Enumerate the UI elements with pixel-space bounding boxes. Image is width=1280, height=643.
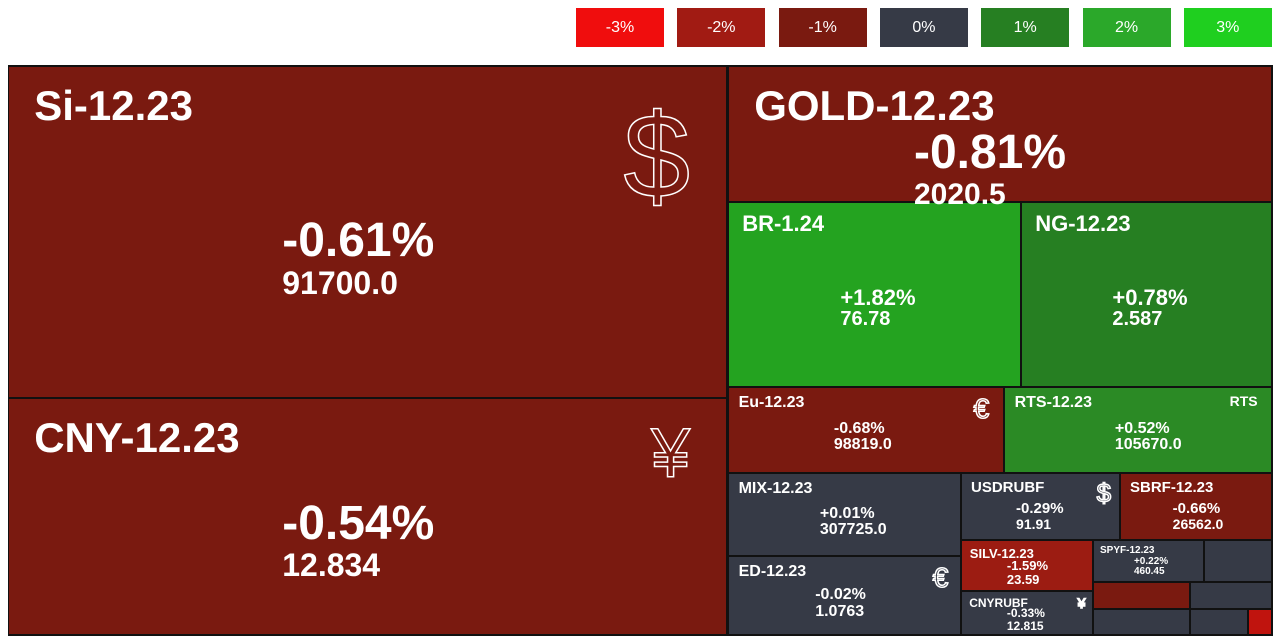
tile-change: -1.59% — [1006, 558, 1049, 574]
tile-name: USDRUBF — [971, 479, 1045, 497]
tile: CNY-12.23 -0.54% 12.834 ¥ — [8, 398, 727, 635]
tile-values: +1.82% 76.78 — [840, 286, 915, 330]
tile-price: 91700.0 — [282, 264, 398, 301]
tile: BR-1.24 +1.82% 76.78 — [728, 202, 1021, 387]
tile: SPYF-12.23 +0.22% 460.45 — [1093, 540, 1204, 582]
tile — [1204, 540, 1272, 582]
legend-item: 2% — [1082, 8, 1171, 47]
tile-change: +1.82% — [840, 285, 916, 311]
tile-values: -0.02% 1.0763 — [815, 586, 866, 621]
tile-price: 12.815 — [1006, 618, 1044, 633]
tile-name: Eu-12.23 — [738, 393, 805, 411]
legend-item: 3% — [1183, 8, 1272, 47]
tile: ED-12.23 -0.02% 1.0763 € — [728, 556, 961, 635]
tile: CNYRUBF -0.33% 12.815 ¥ — [961, 591, 1093, 635]
tile-change: +0.78% — [1112, 285, 1188, 311]
tile: MIX-12.23 +0.01% 307725.0 — [728, 473, 961, 556]
tile: SILV-12.23 -1.59% 23.59 — [961, 540, 1093, 591]
tile: Eu-12.23 -0.68% 98819.0 € — [728, 387, 1004, 473]
tile-price: 91.91 — [1016, 515, 1052, 532]
tile-name: SPYF-12.23 — [1100, 544, 1155, 556]
tile-change: -0.68% — [833, 419, 885, 437]
tile-values: -0.29% 91.91 — [1016, 501, 1064, 531]
legend-item: -1% — [778, 8, 867, 47]
tile-values: -0.66% 26562.0 — [1173, 501, 1224, 531]
tile-change: -0.02% — [815, 586, 866, 604]
tile — [1190, 609, 1248, 635]
tile-icon: $ — [1096, 477, 1112, 509]
tile: USDRUBF -0.29% 91.91 $ — [961, 473, 1120, 540]
legend-item: -2% — [677, 8, 766, 47]
tile-change: -0.61% — [282, 214, 435, 268]
tile-name: MIX-12.23 — [738, 479, 813, 497]
tile: RTS-12.23 +0.52% 105670.0 RTS — [1004, 387, 1272, 473]
tile-price: 98819.0 — [833, 436, 892, 454]
tile-values: -0.33% 12.815 — [1007, 607, 1045, 632]
tile-price: 2020.5 — [913, 177, 1006, 211]
tile-price: 23.59 — [1006, 572, 1040, 587]
tile-values: +0.52% 105670.0 — [1114, 419, 1182, 455]
tile-price: 307725.0 — [819, 521, 887, 539]
tile-name: CNYRUBF — [969, 596, 1028, 611]
tile-values: -0.68% 98819.0 — [833, 419, 892, 455]
tile: GOLD-12.23 -0.81% 2020.5 — [728, 66, 1272, 210]
tile-icon: RTS — [1229, 393, 1258, 410]
legend-item: -3% — [576, 8, 664, 47]
tile-price: 105670.0 — [1114, 436, 1182, 454]
tile-change: -0.29% — [1016, 499, 1064, 517]
tile-change: -0.81% — [913, 126, 1067, 180]
tile-icon: € — [973, 392, 990, 425]
tile-change: +0.52% — [1114, 419, 1170, 437]
tile-icon: $ — [623, 88, 691, 224]
tile — [1093, 582, 1190, 609]
tile-values: +0.78% 2.587 — [1112, 286, 1187, 330]
tile-values: -0.54% 12.834 — [282, 496, 435, 583]
tile-name: RTS-12.23 — [1014, 393, 1092, 411]
tile-change: -0.66% — [1172, 499, 1221, 517]
tile-icon: € — [932, 561, 949, 594]
tile-name: CNY-12.23 — [34, 413, 240, 461]
tile-change: -0.54% — [282, 496, 435, 550]
tile — [1248, 609, 1272, 635]
tile-change: +0.01% — [819, 504, 875, 522]
tile-name: NG-12.23 — [1035, 210, 1131, 236]
legend-item: 0% — [879, 8, 968, 47]
tile-price: 1.0763 — [815, 602, 865, 620]
tile-price: 12.834 — [282, 546, 381, 583]
tile-name: BR-1.24 — [742, 210, 825, 236]
tile: NG-12.23 +0.78% 2.587 — [1021, 202, 1272, 387]
tile — [1093, 609, 1190, 635]
tile: SBRF-12.23 -0.66% 26562.0 — [1120, 473, 1272, 540]
tile-values: -0.61% 91700.0 — [282, 214, 435, 301]
tile-values: +0.01% 307725.0 — [819, 504, 887, 540]
tile: Si-12.23 -0.61% 91700.0 $ — [8, 66, 727, 398]
tile-icon: ¥ — [1077, 594, 1086, 612]
tile-name: GOLD-12.23 — [754, 81, 995, 129]
tile-icon: ¥ — [650, 413, 691, 493]
tile-price: 2.587 — [1112, 308, 1163, 331]
legend-item: 1% — [981, 8, 1070, 47]
tile-values: -1.59% 23.59 — [1007, 559, 1048, 586]
tile — [1190, 582, 1272, 609]
tile-values: +0.22% 460.45 — [1133, 555, 1169, 578]
tile-change: +0.22% — [1133, 555, 1169, 567]
tile-name: ED-12.23 — [738, 562, 807, 580]
heatmap: Si-12.23 -0.61% 91700.0 $ CNY-12.23 -0.54% 12.… — [8, 65, 1273, 636]
tile-price: 460.45 — [1133, 566, 1165, 578]
tile-change: -0.33% — [1006, 606, 1045, 621]
tile-price: 76.78 — [840, 308, 891, 331]
tile-name: Si-12.23 — [34, 81, 193, 129]
tile-values: -0.81% 2020.5 — [913, 126, 1067, 211]
tile-name: SILV-12.23 — [969, 545, 1034, 561]
tile-name: SBRF-12.23 — [1130, 479, 1214, 497]
tile-price: 26562.0 — [1172, 515, 1224, 532]
